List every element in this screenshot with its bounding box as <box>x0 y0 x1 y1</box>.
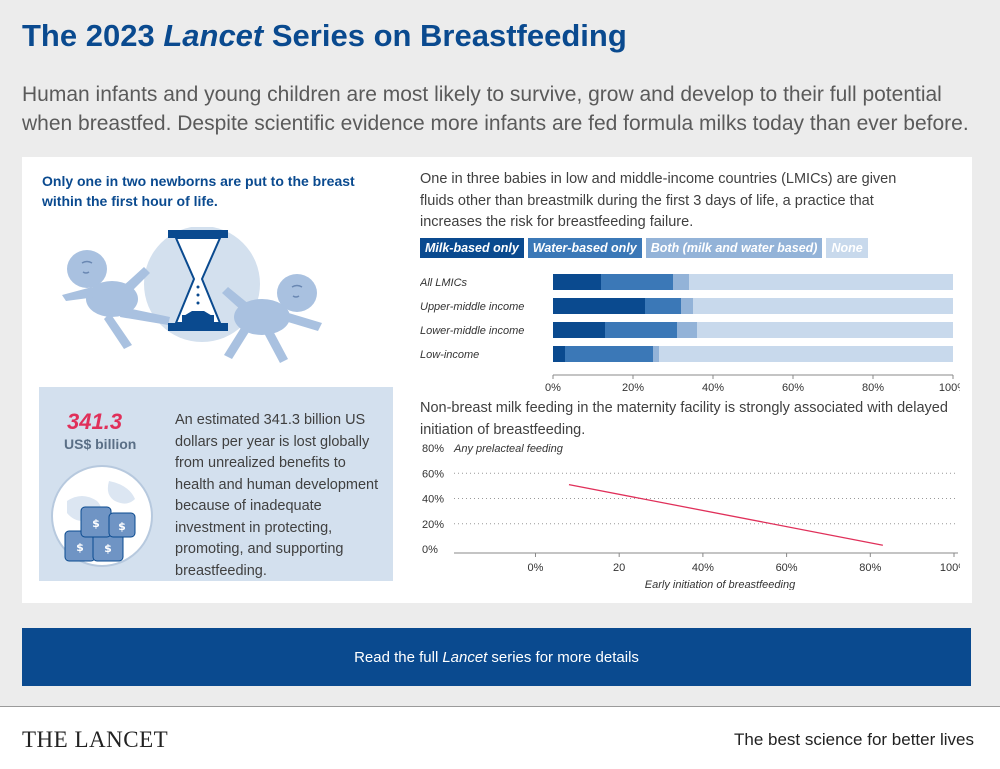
x-tick-label: 40% <box>702 382 724 394</box>
title-suffix: Series on Breastfeeding <box>271 18 627 53</box>
read-series-button[interactable]: Read the full Lancet series for more det… <box>22 628 971 686</box>
bar-segment <box>605 322 677 338</box>
baby-icon <box>222 274 322 363</box>
y-tick-label: 80% <box>422 443 444 455</box>
prelacteal-line-chart: 0% 20% 40% 60% 80% Any prelacteal feeding 0% 20… <box>422 443 960 590</box>
newborn-heading: Only one in two newborns are put to the … <box>42 173 355 209</box>
chart1-legend: Milk-based only Water-based only Both (m… <box>420 238 868 258</box>
legend-water: Water-based only <box>527 238 642 258</box>
bar-category-label: All LMICs <box>420 277 468 289</box>
y-tick-label: 60% <box>422 468 444 480</box>
content-panel: Only one in two newborns are put to the … <box>22 157 972 603</box>
bar-segment <box>601 274 673 290</box>
title-italic: Lancet <box>163 18 264 53</box>
bar-category-label: Low-income <box>420 349 479 361</box>
lmic-intro: One in three babies in low and middle-in… <box>420 171 897 230</box>
chart2-title: Non-breast milk feeding in the maternity… <box>420 400 948 438</box>
y-tick-label: 20% <box>422 519 444 531</box>
bar-segment <box>689 274 953 290</box>
svg-text:$: $ <box>76 541 84 554</box>
cta-suffix: series for more details <box>491 648 639 666</box>
bar-segment <box>681 298 693 314</box>
x-tick-label: 80% <box>859 562 881 574</box>
svg-text:$: $ <box>118 520 126 533</box>
legend-both: Both (milk and water based) <box>645 238 823 258</box>
lmic-stacked-bar-chart: All LMICs Upper-middle income Lower-middle… <box>420 274 960 394</box>
x-tick-label: 80% <box>862 382 884 394</box>
bar-segment <box>653 346 659 362</box>
lancet-logo[interactable]: THE LANCET <box>22 727 169 752</box>
y-tick-label: 0% <box>422 544 438 556</box>
x-tick-label: 100% <box>940 562 960 574</box>
x-tick-label: 0% <box>528 562 544 574</box>
bar-segment <box>565 346 653 362</box>
page-subtitle: Human infants and young children are mos… <box>22 83 969 135</box>
x-tick-label: 20 <box>613 562 625 574</box>
bar-segment <box>553 322 605 338</box>
hourglass-babies-illustration <box>62 227 322 363</box>
x-axis-label: Early initiation of breastfeeding <box>645 579 796 590</box>
bar-segment <box>645 298 681 314</box>
bar-segment <box>673 274 689 290</box>
x-tick-label: 20% <box>622 382 644 394</box>
page-title: The 2023 Lancet Series on Breastfeeding <box>22 18 627 54</box>
baby-icon <box>62 250 170 349</box>
cta-italic: Lancet <box>442 648 488 666</box>
x-tick-label: 100% <box>939 382 960 394</box>
cta-prefix: Read the full <box>354 648 439 666</box>
x-tick-label: 60% <box>776 562 798 574</box>
legend-none: None <box>826 238 868 258</box>
bar-segment <box>697 322 953 338</box>
bar-segment <box>553 298 645 314</box>
trend-line <box>568 483 883 546</box>
bar-segment <box>553 274 601 290</box>
title-prefix: The 2023 <box>22 18 155 53</box>
bar-segment <box>693 298 953 314</box>
legend-milk: Milk-based only <box>420 238 524 258</box>
hourglass-icon <box>168 230 228 331</box>
bar-category-label: Lower-middle income <box>420 325 524 337</box>
svg-text:$: $ <box>104 542 112 555</box>
svg-text:$: $ <box>92 517 100 530</box>
y-axis-label: Any prelacteal feeding <box>453 443 564 455</box>
x-tick-label: 60% <box>782 382 804 394</box>
y-tick-label: 40% <box>422 494 444 506</box>
cost-unit: US$ billion <box>64 436 137 452</box>
bottom-bar: THE LANCET The best science for better l… <box>0 706 1000 769</box>
cost-text: An estimated 341.3 billion US dollars pe… <box>175 412 379 579</box>
tagline: The best science for better lives <box>733 730 974 749</box>
x-tick-label: 0% <box>545 382 561 394</box>
bar-segment <box>553 346 565 362</box>
cost-value: 341.3 <box>67 409 123 434</box>
x-tick-label: 40% <box>692 562 714 574</box>
bar-segment <box>677 322 697 338</box>
bar-category-label: Upper-middle income <box>420 301 524 313</box>
cost-box: 341.3 US$ billion $ $ $ $ An estimated 3… <box>39 387 393 581</box>
bar-segment <box>659 346 953 362</box>
globe-coins-icon: $ $ $ $ <box>51 465 153 567</box>
